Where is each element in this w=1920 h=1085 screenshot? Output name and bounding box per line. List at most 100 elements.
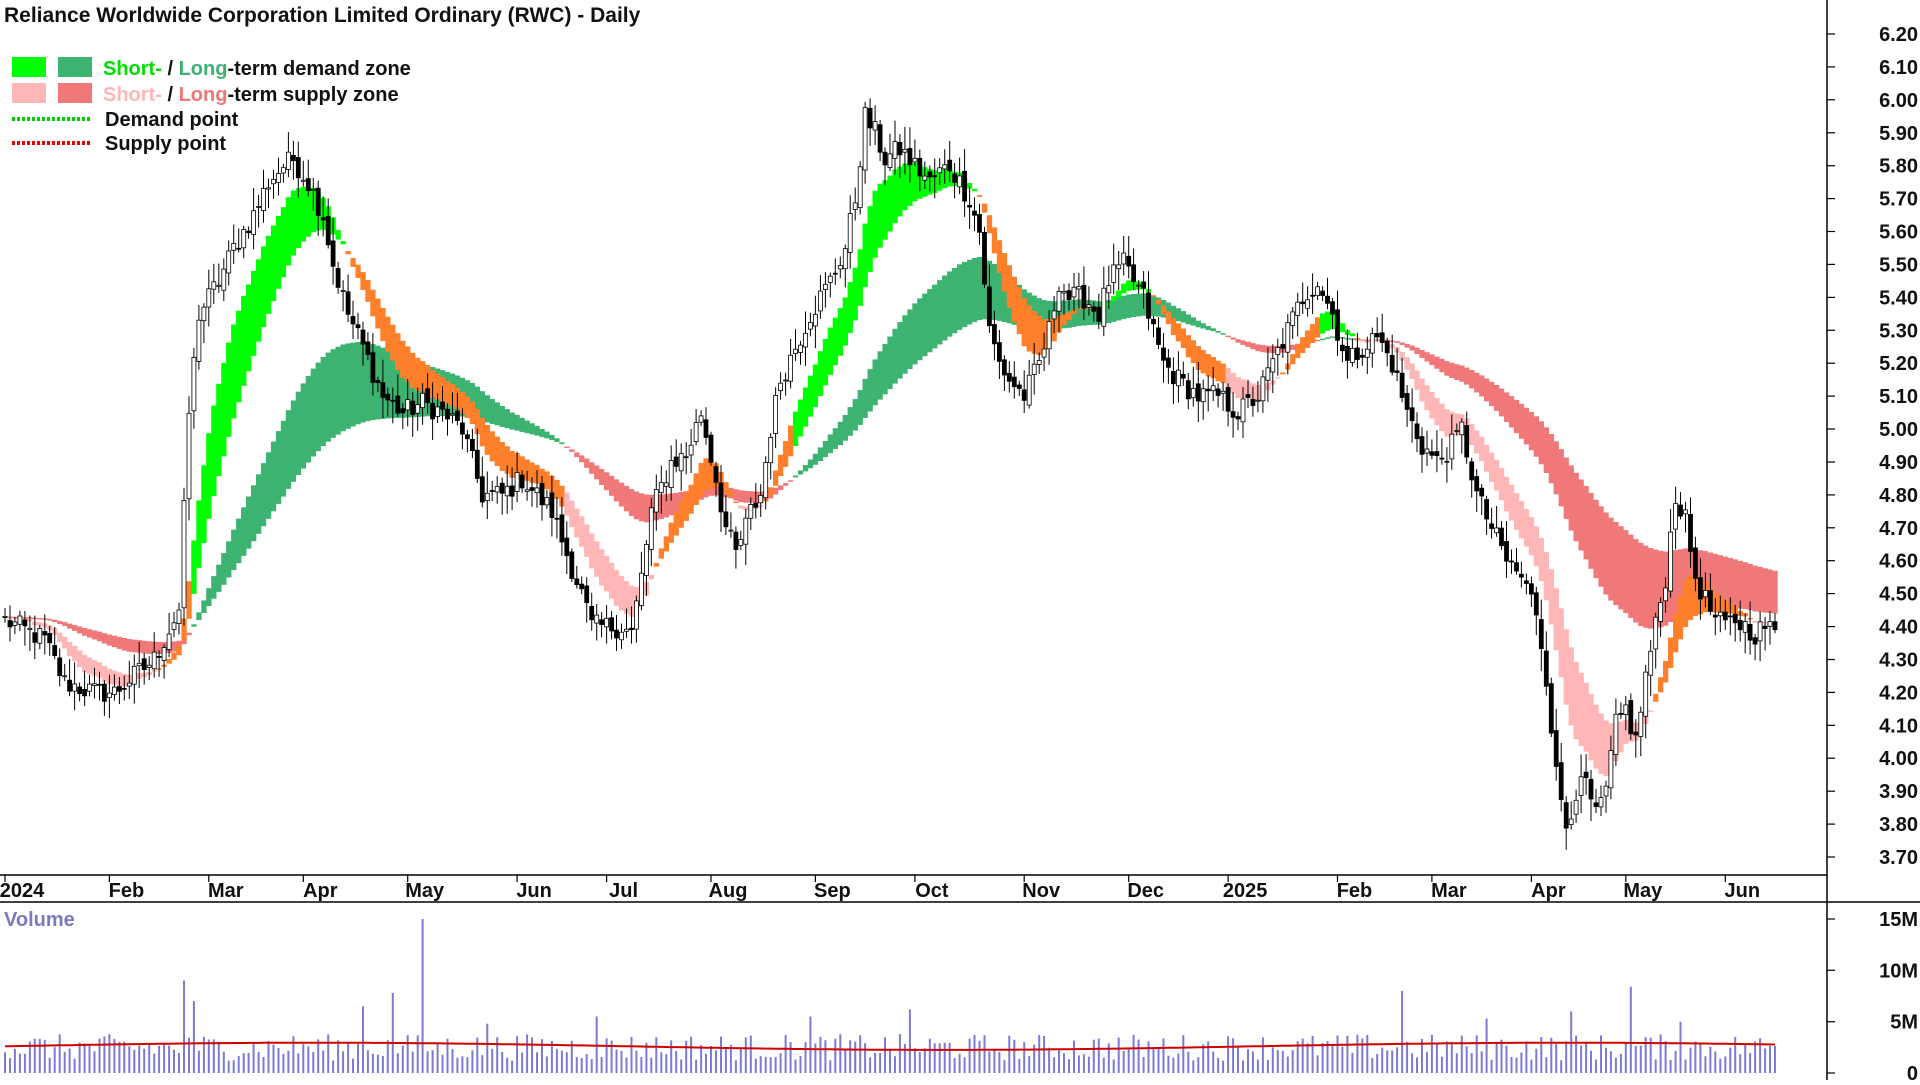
volume-bar bbox=[282, 1054, 285, 1073]
volume-bar bbox=[242, 1053, 245, 1073]
candle-body-up bbox=[644, 544, 649, 576]
candle-body-down bbox=[1538, 619, 1544, 650]
candle-body-down bbox=[1389, 354, 1395, 373]
candle-body-up bbox=[837, 264, 843, 270]
volume-bar bbox=[983, 1035, 986, 1073]
candle-body-up bbox=[1568, 818, 1574, 825]
overlap-zone-slice bbox=[1280, 372, 1286, 375]
volume-bar bbox=[769, 1057, 772, 1073]
volume-bar bbox=[376, 1054, 379, 1073]
long-supply-zone-slice bbox=[1459, 365, 1465, 382]
short-supply-zone-slice bbox=[82, 654, 88, 673]
long-demand-zone-slice bbox=[514, 414, 520, 431]
candle-body-down bbox=[390, 399, 396, 402]
long-demand-zone-slice bbox=[991, 263, 998, 320]
time-tick-label: Jul bbox=[609, 880, 638, 902]
volume-bar bbox=[18, 1053, 21, 1073]
overlap-zone-slice bbox=[554, 479, 560, 499]
short-demand-zone-slice bbox=[822, 339, 829, 386]
volume-bar bbox=[1152, 1048, 1155, 1073]
overlap-zone-slice bbox=[390, 324, 396, 361]
price-tick-label: 5.10 bbox=[1879, 386, 1918, 408]
candle-body-down bbox=[1379, 332, 1385, 343]
volume-bar bbox=[1505, 1045, 1508, 1073]
overlap-zone-slice bbox=[996, 240, 1003, 273]
candle-body-down bbox=[315, 187, 321, 216]
short-demand-zone-slice bbox=[216, 383, 222, 477]
candle-body-down bbox=[982, 231, 987, 285]
candle-body-up bbox=[405, 399, 411, 411]
volume-bar bbox=[197, 1050, 200, 1073]
candle-body-down bbox=[1021, 389, 1027, 401]
short-demand-zone-slice bbox=[256, 259, 262, 342]
short-supply-zone-slice bbox=[1275, 377, 1281, 379]
long-demand-zone-slice bbox=[942, 275, 948, 341]
volume-bar bbox=[153, 1053, 156, 1073]
long-demand-zone-slice bbox=[251, 485, 257, 542]
long-demand-zone-slice bbox=[937, 280, 943, 345]
short-supply-zone-slice bbox=[1648, 710, 1654, 713]
candle-body-up bbox=[1673, 503, 1678, 530]
long-demand-zone-slice bbox=[320, 357, 326, 447]
long-demand-zone-slice bbox=[226, 541, 232, 578]
candle-body-down bbox=[1698, 577, 1703, 600]
volume-bar bbox=[1301, 1038, 1304, 1073]
candle-body-down bbox=[1180, 373, 1186, 379]
candle-body-up bbox=[2, 616, 8, 618]
candle-body-up bbox=[639, 572, 644, 606]
long-supply-zone-slice bbox=[1762, 568, 1768, 613]
candle-body-down bbox=[1474, 476, 1480, 492]
volume-bar bbox=[695, 1059, 698, 1073]
long-supply-zone-slice bbox=[1439, 358, 1445, 373]
long-demand-zone-slice bbox=[947, 271, 953, 337]
long-supply-zone-slice bbox=[1260, 345, 1266, 353]
candle-body-down bbox=[708, 434, 714, 463]
candle-body-down bbox=[385, 393, 391, 401]
candle-body-up bbox=[698, 415, 704, 423]
volume-bar bbox=[272, 1044, 275, 1073]
volume-bar bbox=[1202, 1044, 1205, 1073]
candle-body-down bbox=[430, 402, 436, 420]
volume-bar bbox=[1197, 1057, 1200, 1073]
long-supply-zone-slice bbox=[1613, 522, 1619, 606]
volume-bar bbox=[411, 1051, 414, 1073]
volume-bar bbox=[869, 1057, 872, 1073]
long-demand-zone-slice bbox=[260, 463, 267, 527]
candle-body-down bbox=[474, 449, 480, 479]
long-supply-zone-slice bbox=[1638, 542, 1644, 626]
candle-body-up bbox=[728, 529, 734, 532]
overlap-zone-slice bbox=[1300, 337, 1306, 353]
volume-tick-label: 10M bbox=[1879, 960, 1918, 982]
volume-bar bbox=[625, 1057, 628, 1073]
short-supply-zone-slice bbox=[1489, 452, 1495, 482]
volume-bar bbox=[1540, 1037, 1543, 1073]
candle-body-down bbox=[459, 422, 465, 435]
volume-bar bbox=[570, 1040, 573, 1073]
volume-bar bbox=[1147, 1041, 1150, 1073]
candle-body-down bbox=[1414, 423, 1420, 440]
short-demand-zone-slice bbox=[260, 246, 267, 328]
candle-body-up bbox=[27, 627, 33, 630]
candle-body-up bbox=[1255, 399, 1261, 402]
candle-body-down bbox=[1504, 541, 1509, 562]
long-supply-zone-slice bbox=[1558, 449, 1564, 507]
long-demand-zone-slice bbox=[410, 360, 416, 418]
long-supply-zone-slice bbox=[584, 458, 590, 468]
short-supply-zone-slice bbox=[1563, 629, 1569, 705]
overlap-zone-slice bbox=[181, 618, 187, 641]
price-tick-label: 5.20 bbox=[1879, 353, 1918, 375]
candle-body-down bbox=[395, 395, 401, 414]
candle-body-down bbox=[236, 247, 242, 250]
candle-body-down bbox=[97, 683, 102, 686]
long-demand-zone-slice bbox=[857, 390, 863, 425]
volume-bar bbox=[700, 1045, 703, 1073]
candle-body-down bbox=[1016, 384, 1022, 389]
volume-bar bbox=[212, 1039, 215, 1073]
candle-body-down bbox=[1678, 504, 1683, 517]
volume-bar bbox=[998, 1051, 1001, 1073]
volume-bar bbox=[1102, 1057, 1105, 1073]
volume-bar bbox=[33, 1038, 36, 1073]
candle-body-up bbox=[1041, 348, 1047, 358]
volume-bar bbox=[476, 1037, 479, 1073]
